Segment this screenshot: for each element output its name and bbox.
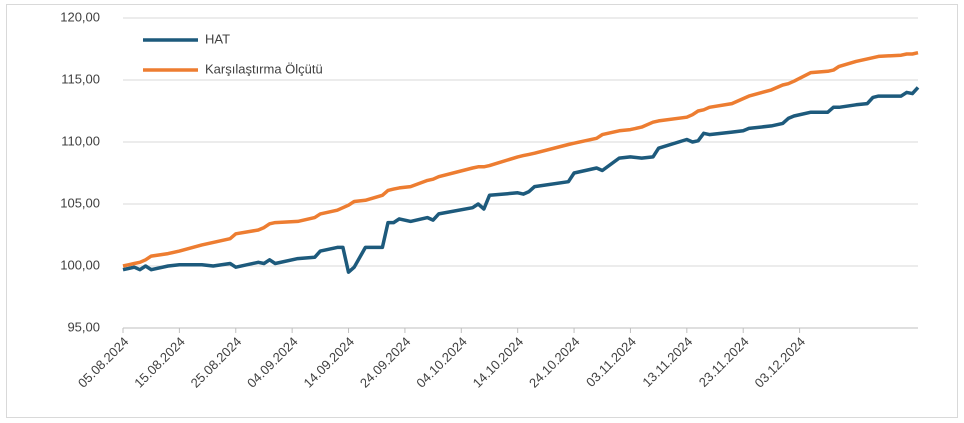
y-tick-label: 120,00 <box>60 9 100 24</box>
legend-label: Karşılaştırma Ölçütü <box>205 61 323 76</box>
y-tick-label: 100,00 <box>60 257 100 272</box>
legend-label: HAT <box>205 31 230 46</box>
y-tick-label: 115,00 <box>61 71 100 86</box>
y-tick-label: 110,00 <box>61 133 100 148</box>
data-line <box>122 50 919 268</box>
chart-frame <box>6 4 958 418</box>
y-tick-label: 105,00 <box>60 195 100 210</box>
data-line <box>122 86 920 274</box>
y-tick-label: 95,00 <box>67 319 100 334</box>
